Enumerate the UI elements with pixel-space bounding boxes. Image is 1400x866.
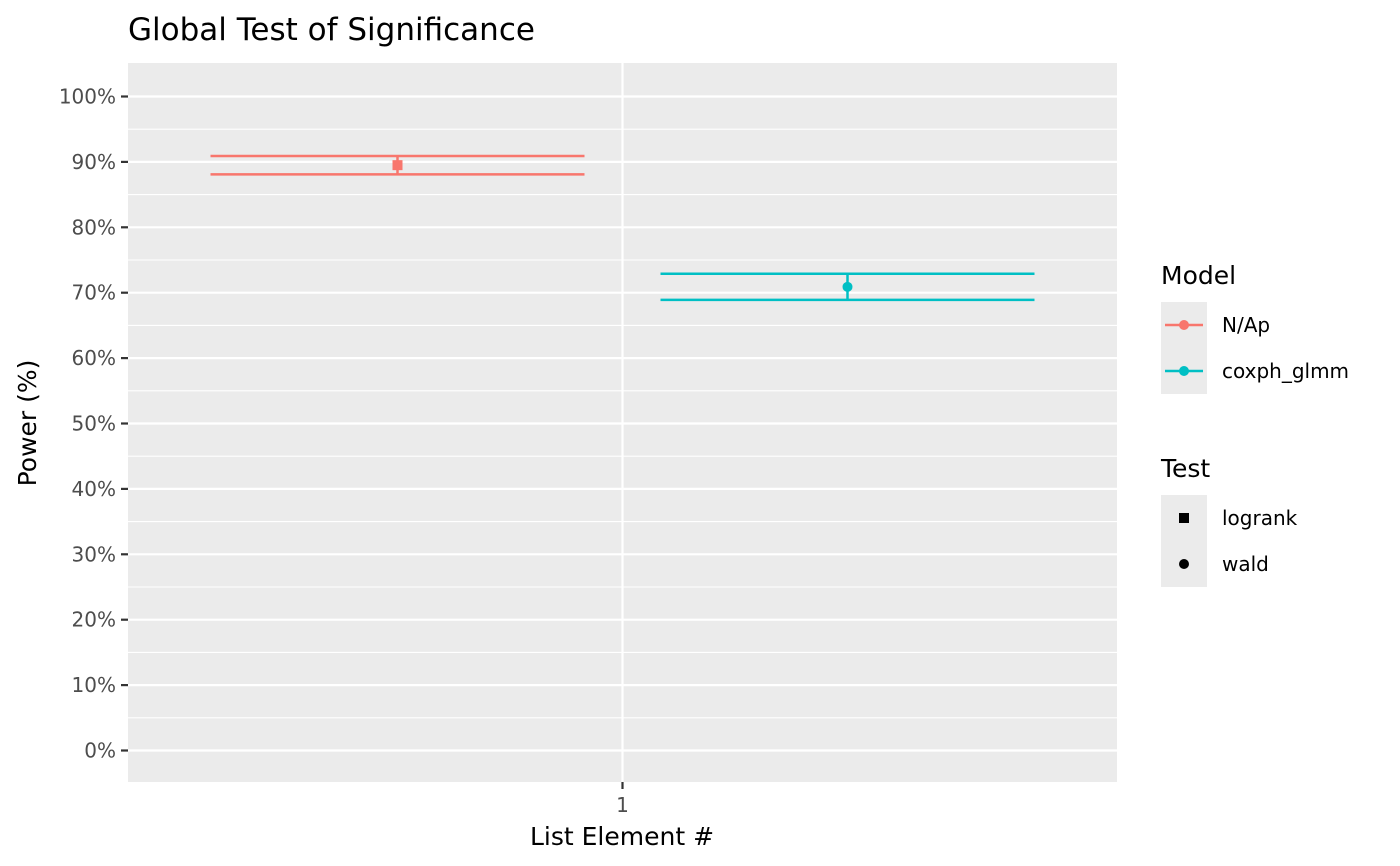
y-tick-label: 90% (72, 150, 116, 174)
legend-label: N/Ap (1222, 313, 1270, 337)
legend-square-icon (1179, 513, 1189, 523)
data-marks (210, 154, 1035, 302)
legend-label: wald (1222, 552, 1269, 576)
x-axis-title: List Element # (530, 822, 714, 851)
legend-point-icon (1179, 320, 1189, 330)
y-axis-title: Power (%) (13, 360, 42, 487)
y-tick-label: 70% (72, 281, 116, 305)
data-point (392, 160, 403, 171)
legend-title: Model (1161, 261, 1236, 290)
y-tick-label: 30% (72, 542, 116, 566)
legends: Model N/Ap coxph_glmm Test logrank wald (1160, 261, 1349, 587)
legend-label: logrank (1222, 506, 1298, 530)
y-tick-label: 40% (72, 477, 116, 501)
data-point (842, 281, 853, 292)
major-gridlines (128, 63, 1117, 782)
chart-title: Global Test of Significance (128, 12, 535, 48)
legend-title: Test (1160, 454, 1210, 483)
y-tick-label: 10% (72, 673, 116, 697)
legend-circle-icon (1179, 559, 1189, 569)
y-axis: 0% 10% 20% 30% 40% 50% 60% 70% 80% 90% 100% (59, 85, 128, 763)
series-coxph-glmm (660, 272, 1035, 302)
y-tick-label: 20% (72, 608, 116, 632)
x-axis: 1 (616, 782, 629, 817)
y-tick-label: 0% (84, 739, 116, 763)
y-tick-label: 50% (72, 412, 116, 436)
series-n-ap (210, 154, 585, 176)
legend-point-icon (1179, 366, 1189, 376)
legend-model: Model N/Ap coxph_glmm (1161, 261, 1349, 394)
legend-label: coxph_glmm (1222, 359, 1349, 383)
y-tick-label: 60% (72, 346, 116, 370)
y-tick-label: 80% (72, 215, 116, 239)
y-tick-label: 100% (59, 85, 116, 109)
x-tick-label: 1 (616, 793, 629, 817)
legend-test: Test logrank wald (1160, 454, 1298, 587)
